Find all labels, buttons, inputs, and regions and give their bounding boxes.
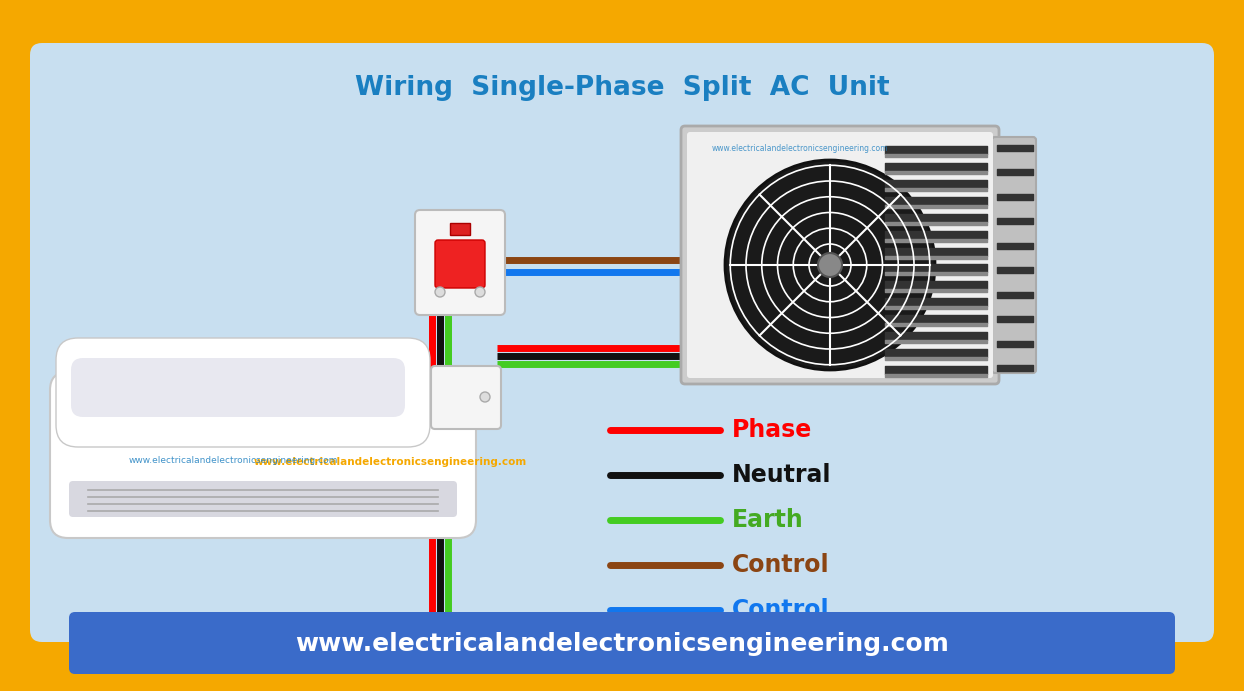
FancyBboxPatch shape [687,132,993,378]
Text: www.electricalandelectronicsengineering.com: www.electricalandelectronicsengineering.… [254,457,526,467]
FancyBboxPatch shape [71,358,406,417]
Text: Earth: Earth [731,508,804,532]
FancyBboxPatch shape [991,137,1036,373]
Text: Control: Control [731,598,830,622]
FancyBboxPatch shape [435,240,485,288]
FancyBboxPatch shape [68,612,1176,674]
FancyBboxPatch shape [430,366,501,429]
Text: Control: Control [731,553,830,577]
FancyBboxPatch shape [56,338,430,447]
Text: www.electricalandelectronicsengineering.com: www.electricalandelectronicsengineering.… [295,632,949,656]
Circle shape [435,287,445,297]
FancyBboxPatch shape [68,481,457,517]
Circle shape [725,160,935,370]
Circle shape [480,392,490,402]
FancyBboxPatch shape [680,126,999,384]
FancyBboxPatch shape [50,372,476,538]
Text: Wiring  Single-Phase  Split  AC  Unit: Wiring Single-Phase Split AC Unit [355,75,889,101]
Text: Phase: Phase [731,418,812,442]
Text: Neutral: Neutral [731,463,831,487]
Circle shape [819,253,842,277]
FancyBboxPatch shape [415,210,505,315]
FancyBboxPatch shape [30,43,1214,642]
Text: www.electricalandelectronicsengineering.com: www.electricalandelectronicsengineering.… [712,144,888,153]
Text: www.electricalandelectronicsengineering.com: www.electricalandelectronicsengineering.… [128,455,337,464]
Bar [450,223,470,235]
Circle shape [475,287,485,297]
